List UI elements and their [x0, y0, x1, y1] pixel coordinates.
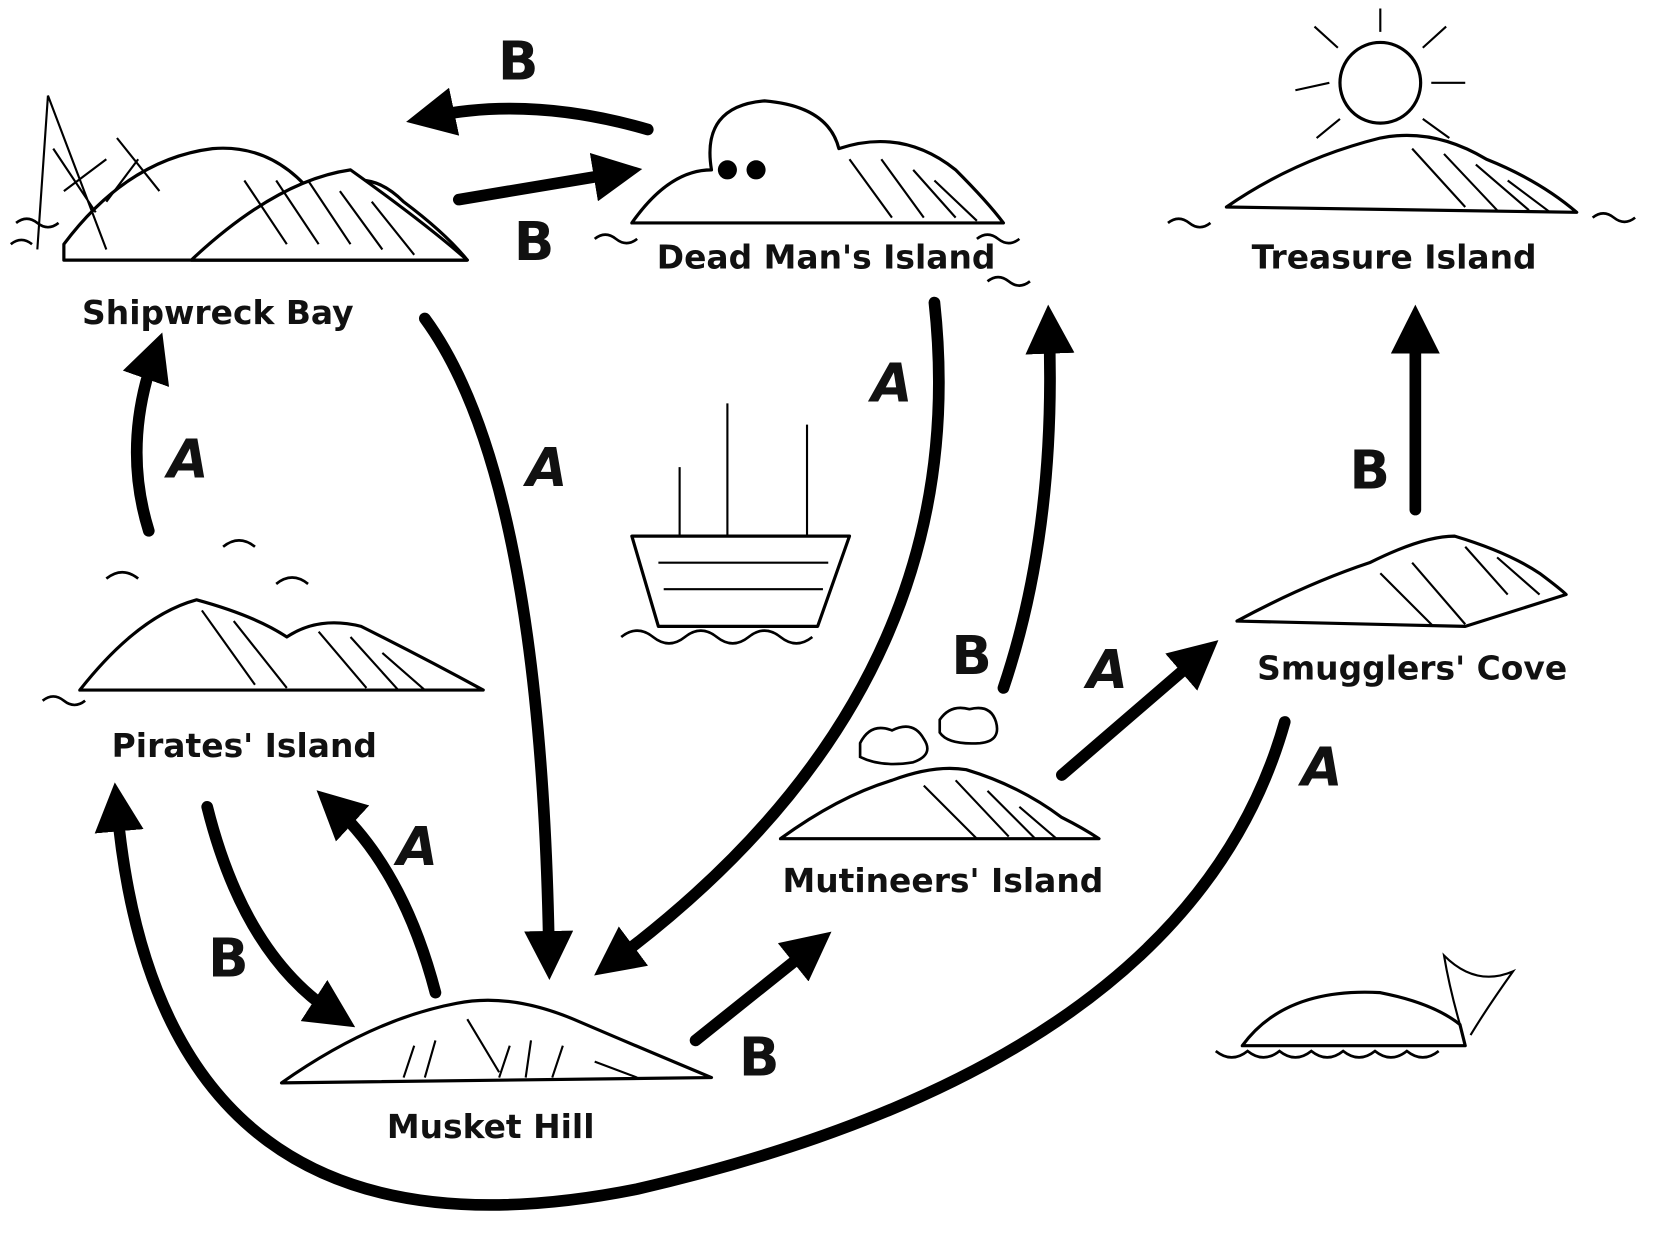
edge-label: A: [1297, 737, 1342, 799]
edge-label: A: [393, 816, 438, 878]
edge-label: A: [867, 352, 912, 414]
node-label: Shipwreck Bay: [82, 293, 353, 332]
node-label: Treasure Island: [1252, 238, 1537, 277]
node-label: Mutineers' Island: [782, 861, 1103, 900]
edge-label: A: [522, 437, 567, 499]
ship: [621, 403, 849, 643]
skull-eye: [747, 160, 766, 179]
node-label: Musket Hill: [387, 1107, 595, 1146]
edge-arrow: [425, 318, 549, 955]
edge-label: B: [208, 928, 248, 990]
node-label: Dead Man's Island: [657, 238, 996, 277]
edge-arrow: [1062, 656, 1200, 775]
island-smugglers: [1237, 536, 1566, 626]
edge-label: B: [498, 31, 538, 93]
node-label: Pirates' Island: [112, 726, 377, 765]
edge-label: B: [951, 625, 991, 687]
skull-eye: [718, 160, 737, 179]
island-musket-hill: [282, 1000, 712, 1083]
node-label: Smugglers' Cove: [1257, 648, 1567, 687]
island-treasure: [1168, 8, 1635, 227]
island-pirates: [43, 540, 484, 705]
edge-arrow: [430, 109, 648, 130]
edge-label: B: [1349, 439, 1389, 501]
edge-arrow: [1003, 329, 1050, 688]
island-mutineers: [780, 708, 1098, 839]
edge-label: B: [739, 1026, 779, 1088]
edge-label: A: [164, 429, 209, 491]
edge-arrow: [459, 173, 618, 200]
edge-arrow: [117, 722, 1285, 1205]
whale: [1216, 955, 1513, 1057]
diagram: B B A A B A B B A B A A Shipwreck Bay De…: [0, 0, 1665, 1240]
edge-label: B: [514, 211, 554, 273]
edge-arrow: [137, 356, 154, 531]
sun: [1340, 42, 1421, 123]
island-shipwreck-bay: [11, 96, 468, 261]
page: {"nodes": [ {"label": "Shipwreck Bay"}, …: [0, 0, 1665, 1240]
edge-label: A: [1083, 639, 1128, 701]
